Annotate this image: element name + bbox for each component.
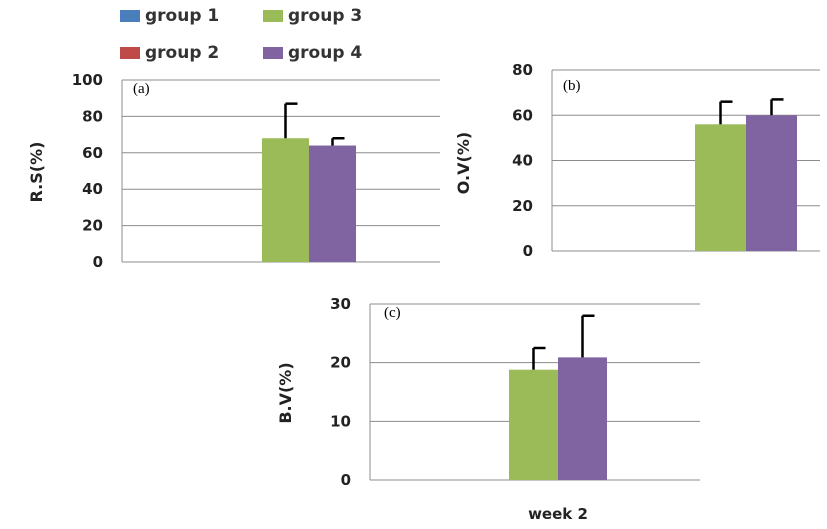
- panel-label: (c): [384, 305, 401, 321]
- y-tick-label: 60: [512, 106, 533, 124]
- panel-label: (b): [563, 78, 581, 94]
- bar-group-4: [558, 357, 607, 480]
- bar-group-3: [695, 124, 746, 251]
- y-tick-label: 40: [512, 152, 533, 170]
- y-tick-label: 10: [330, 412, 351, 430]
- y-axis-label: O.V(%): [454, 132, 473, 194]
- legend-swatch: [120, 10, 140, 22]
- y-tick-label: 20: [330, 354, 351, 372]
- bar-group-4: [746, 115, 797, 251]
- bar-group-4: [309, 145, 356, 262]
- legend-item-group-3: group 3: [263, 6, 362, 26]
- y-tick-label: 0: [523, 242, 533, 260]
- chart-legend: group 1 group 3 group 2 group 4: [120, 6, 420, 66]
- y-tick-label: 80: [82, 107, 103, 125]
- bar-group-3: [262, 138, 309, 262]
- y-tick-label: 0: [341, 471, 351, 489]
- legend-item-group-4: group 4: [263, 43, 362, 63]
- y-tick-label: 80: [512, 61, 533, 79]
- y-tick-label: 20: [82, 217, 103, 235]
- legend-label: group 1: [145, 6, 220, 26]
- y-axis-label: R.S(%): [27, 142, 46, 203]
- legend-swatch: [263, 47, 283, 59]
- legend-label: group 3: [288, 6, 363, 26]
- y-tick-label: 40: [82, 180, 103, 198]
- bar-group-3: [509, 369, 558, 480]
- legend-item-group-1: group 1: [120, 6, 219, 26]
- y-tick-label: 60: [82, 144, 103, 162]
- legend-label: group 4: [288, 43, 363, 63]
- panel-label: (a): [133, 81, 150, 97]
- y-tick-label: 0: [93, 253, 103, 271]
- y-tick-label: 100: [72, 71, 103, 89]
- legend-label: group 2: [145, 43, 220, 63]
- legend-swatch: [263, 10, 283, 22]
- legend-swatch: [120, 47, 140, 59]
- y-axis-label: B.V(%): [276, 362, 295, 423]
- y-tick-label: 30: [330, 295, 351, 313]
- legend-item-group-2: group 2: [120, 43, 219, 63]
- y-tick-label: 20: [512, 197, 533, 215]
- x-category-label: week 2: [528, 505, 588, 523]
